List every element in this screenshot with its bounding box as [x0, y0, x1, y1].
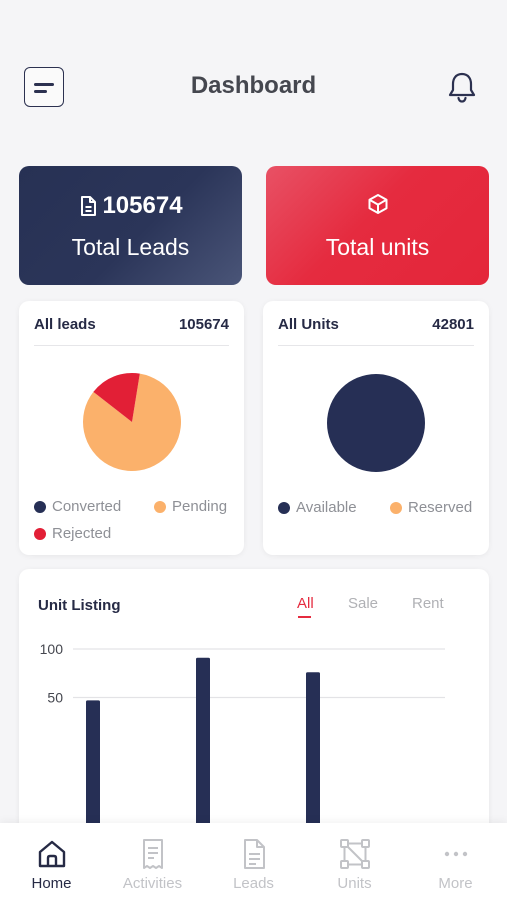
units-pie-chart: [327, 374, 425, 472]
legend-available-label: Available: [296, 499, 357, 516]
nav-more-icon-wrap: [405, 837, 506, 871]
bell-icon: [448, 72, 476, 103]
tab-rent[interactable]: Rent: [412, 595, 444, 612]
nav-activities-label: Activities: [122, 875, 183, 892]
legend-reserved: Reserved: [390, 499, 472, 516]
nav-activities[interactable]: Activities: [102, 823, 203, 900]
leads-pie-slice-pending: [82, 373, 181, 471]
leads-pie-slice-rejected: [93, 373, 140, 422]
total-leads-label: Total Leads: [71, 234, 190, 260]
app-header: Dashboard: [0, 0, 507, 150]
tab-sale[interactable]: Sale: [348, 595, 379, 612]
legend-converted: Converted: [34, 498, 121, 515]
tab-all[interactable]: All: [297, 595, 314, 612]
receipt-icon: [142, 839, 163, 869]
bar-3: [306, 672, 320, 869]
all-leads-title: All leads: [34, 316, 96, 333]
all-units-card-header: All Units 42801: [278, 316, 474, 346]
nav-units[interactable]: Units: [304, 823, 405, 900]
legend-pending: Pending: [154, 498, 227, 515]
more-icon: [444, 851, 467, 857]
legend-reserved-label: Reserved: [408, 499, 473, 516]
total-leads-card[interactable]: 105674 Total Leads: [19, 166, 242, 285]
bottom-nav: Home Activities Leads: [0, 823, 507, 900]
nav-leads-label: Leads: [233, 875, 274, 892]
active-tab-indicator: [298, 616, 311, 618]
nav-leads[interactable]: Leads: [203, 823, 304, 900]
total-leads-value-row: 105674: [19, 192, 242, 220]
legend-dot-rejected: [34, 527, 46, 540]
document-icon: [81, 196, 97, 216]
all-leads-count: 105674: [178, 316, 229, 333]
legend-dot-converted: [34, 500, 46, 513]
menu-icon-line: [34, 90, 47, 93]
total-units-card[interactable]: Total units: [266, 166, 489, 285]
unit-listing-card: Unit Listing All Sale Rent 50 100: [19, 569, 489, 869]
y-tick-label: 100: [40, 641, 64, 657]
legend-available: Available: [278, 499, 357, 516]
page-title: Dashboard: [190, 72, 317, 99]
menu-icon: [34, 83, 54, 86]
leads-pie-chart: [82, 373, 181, 471]
nav-activities-icon-wrap: [102, 837, 203, 871]
unit-listing-title: Unit Listing: [38, 597, 121, 614]
units-pie-slice-available: [327, 374, 425, 472]
legend-dot-pending: [154, 500, 166, 513]
nav-leads-icon-wrap: [203, 837, 304, 871]
legend-rejected: Rejected: [34, 525, 111, 542]
bar-2: [196, 657, 210, 869]
all-units-title: All Units: [278, 316, 339, 333]
y-tick-label: 50: [47, 690, 63, 706]
menu-button[interactable]: [24, 67, 64, 107]
home-icon: [38, 840, 65, 868]
legend-dot-reserved: [390, 501, 402, 514]
legend-converted-label: Converted: [52, 498, 122, 515]
total-leads-value: 105674: [102, 192, 183, 219]
units-icon: [339, 839, 370, 869]
nav-home-label: Home: [31, 875, 72, 892]
nav-units-icon-wrap: [304, 837, 405, 871]
nav-more[interactable]: More: [405, 823, 506, 900]
nav-home[interactable]: Home: [1, 823, 102, 900]
all-units-count: 42801: [432, 316, 474, 333]
total-units-label: Total units: [325, 234, 430, 260]
nav-home-icon-wrap: [1, 837, 102, 871]
nav-units-label: Units: [337, 875, 372, 892]
total-units-icon-row: [266, 193, 489, 215]
all-units-card[interactable]: All Units 42801 Available Reserved: [263, 301, 489, 555]
legend-pending-label: Pending: [172, 498, 228, 515]
document-icon: [243, 839, 265, 869]
legend-dot-available: [278, 501, 290, 514]
all-leads-card-header: All leads 105674: [34, 316, 229, 346]
legend-rejected-label: Rejected: [52, 525, 112, 542]
all-leads-card[interactable]: All leads 105674 Converted Pending Rejec…: [19, 301, 244, 555]
cube-icon: [368, 194, 387, 214]
nav-more-label: More: [438, 875, 473, 892]
notification-button[interactable]: [446, 70, 478, 104]
